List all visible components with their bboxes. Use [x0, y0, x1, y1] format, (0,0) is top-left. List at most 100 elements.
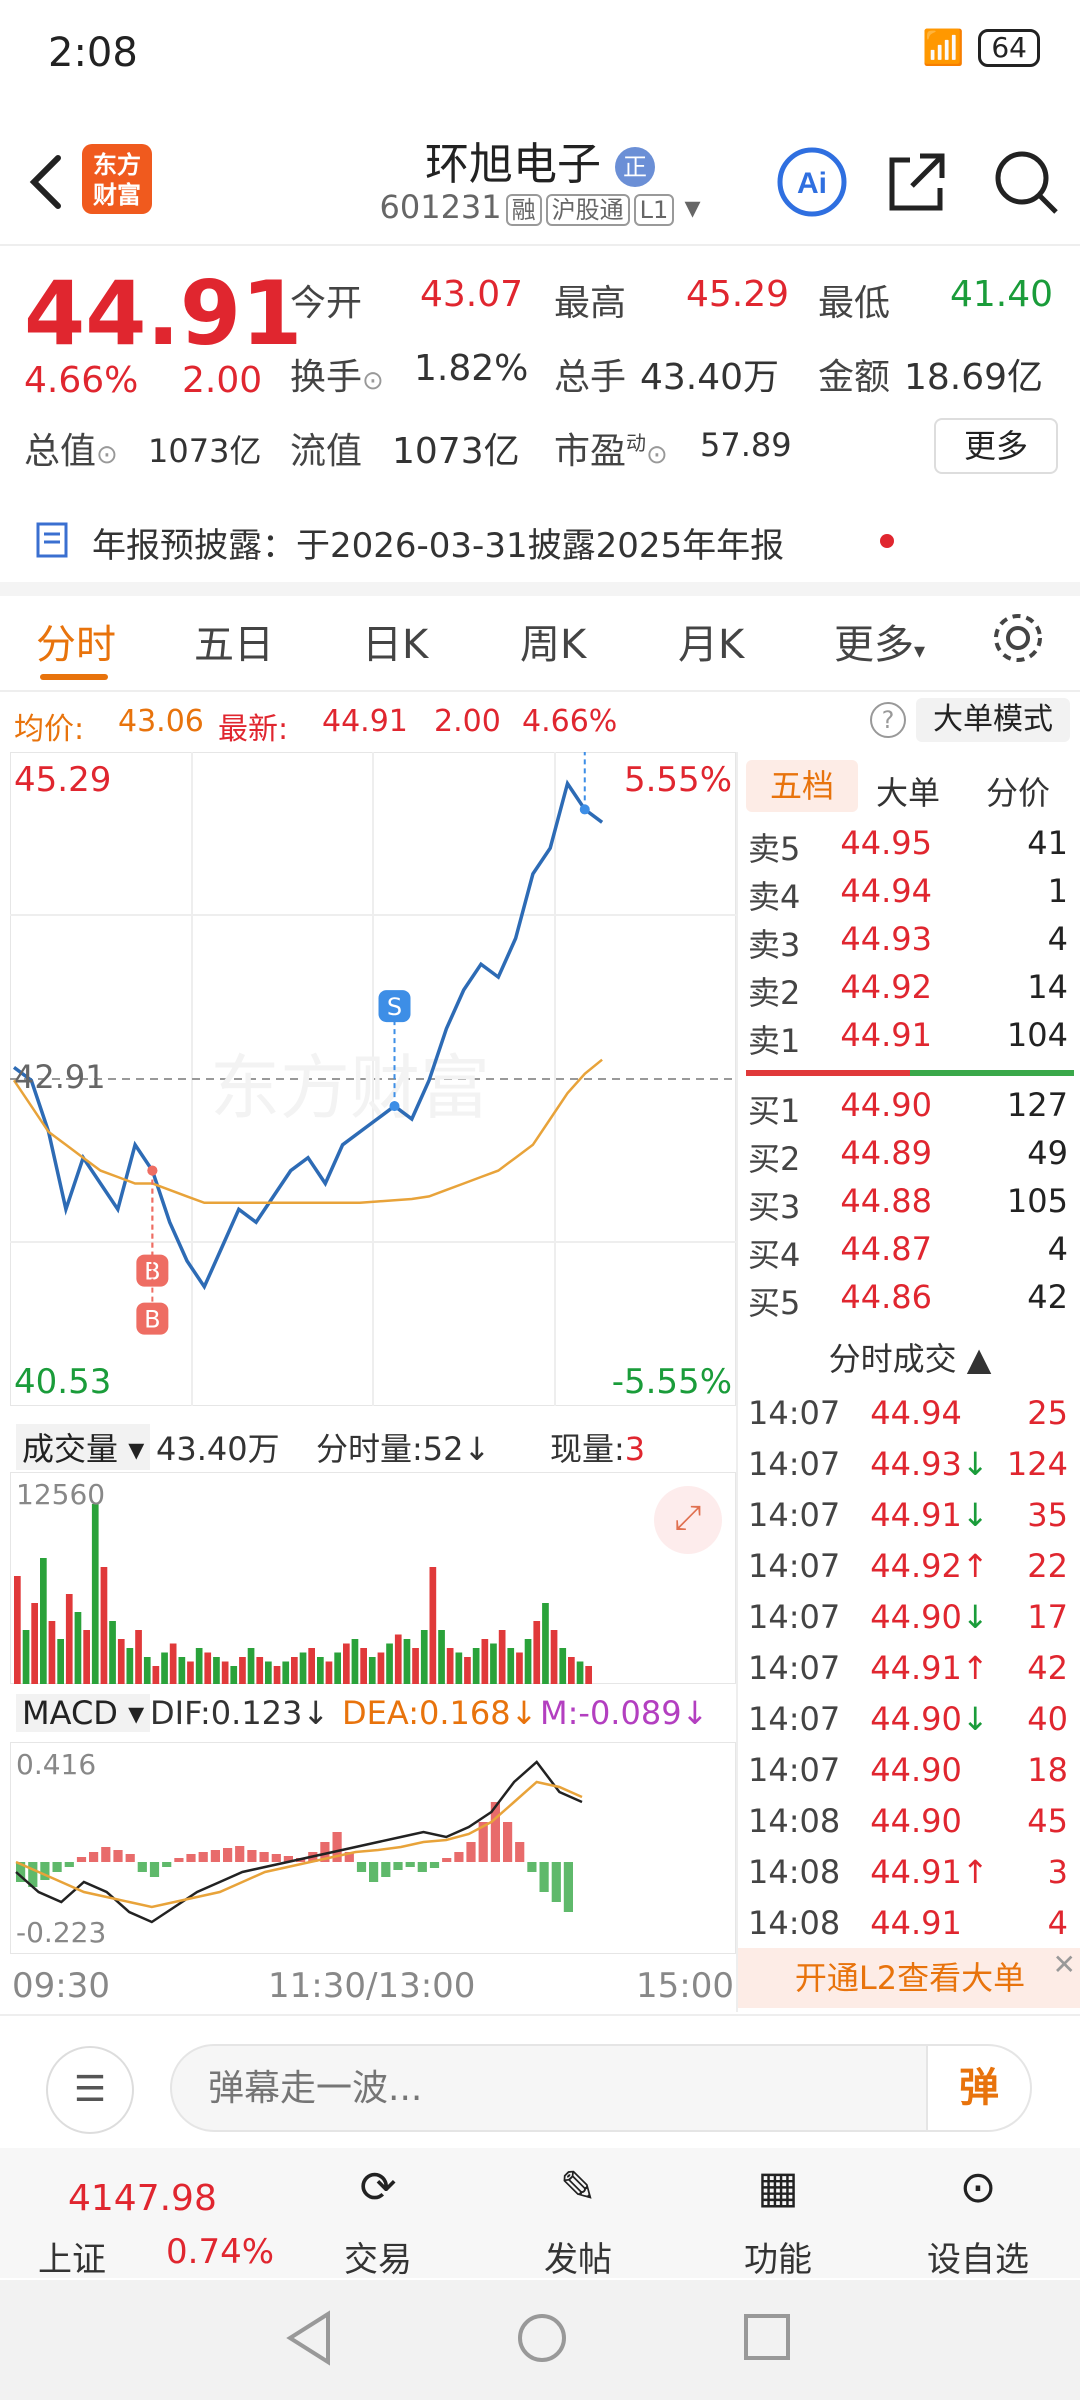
volume-bar [559, 1648, 567, 1684]
macd-bar [429, 1862, 440, 1868]
tab-intraday[interactable]: 分时 [36, 622, 116, 668]
volume-bar [299, 1652, 307, 1684]
nav-trade[interactable]: 交易 [344, 2240, 412, 2280]
big-order-mode-button[interactable]: 大单模式 [916, 698, 1070, 742]
tab-big-orders[interactable]: 大单 [876, 774, 941, 812]
volume-bar [429, 1567, 437, 1684]
row-label: 买2 [748, 1140, 801, 1178]
tab-weekly[interactable]: 周K [520, 622, 587, 668]
ask-row[interactable]: 卖3 44.93 4 [738, 920, 1078, 966]
macd-bar [198, 1852, 208, 1862]
danmu-input[interactable] [170, 2044, 928, 2132]
trade-time: 14:07 [748, 1547, 841, 1585]
more-dots-icon[interactable]: ⊙ [959, 2162, 997, 2213]
notice-bar[interactable]: 年报预披露：于2026-03-31披露2025年年报 [0, 500, 1080, 580]
volume-bar [533, 1621, 541, 1684]
nav-add-watchlist[interactable]: 设自选 [927, 2240, 1029, 2280]
ask-row[interactable]: 卖2 44.92 14 [738, 968, 1078, 1014]
l2-banner[interactable]: 开通L2查看大单 [738, 1948, 1080, 2008]
volume-bar [143, 1657, 151, 1684]
search-icon[interactable] [990, 146, 1062, 218]
volume-bar [31, 1603, 38, 1684]
volume-bar [420, 1630, 428, 1684]
settings-gear-icon[interactable] [990, 610, 1046, 666]
trade-icon[interactable]: ⟳ [359, 2162, 397, 2213]
pe-value: 57.89 [700, 426, 792, 464]
danmu-send-button[interactable]: 弹 [928, 2044, 1032, 2132]
volume-bar [446, 1648, 454, 1684]
svg-text:Ai: Ai [797, 167, 827, 200]
latest-label: 最新: [218, 712, 289, 747]
ask-row[interactable]: 卖4 44.94 1 [738, 872, 1078, 918]
trade-direction-icon: ↓ [961, 1445, 989, 1483]
bid-row[interactable]: 买5 44.86 42 [738, 1278, 1078, 1324]
x-label-close: 15:00 [636, 1966, 734, 2006]
close-banner-icon[interactable]: ✕ [1052, 1948, 1076, 1981]
ask-row[interactable]: 卖1 44.91 104 [738, 1016, 1078, 1062]
trades-title[interactable]: 分时成交 ▲ [828, 1340, 992, 1378]
system-back-icon[interactable] [282, 2308, 338, 2368]
ai-icon[interactable]: Ai [776, 146, 848, 218]
bid-row[interactable]: 买2 44.89 49 [738, 1134, 1078, 1180]
trade-qty: 40 [1027, 1700, 1068, 1738]
index-pct[interactable]: 0.74% [166, 2232, 275, 2272]
volume-bar [576, 1661, 584, 1684]
tab-price-split[interactable]: 分价 [986, 774, 1051, 812]
low-label: 最低 [818, 283, 891, 324]
tab-five-levels[interactable]: 五档 [746, 760, 858, 812]
nav-post[interactable]: 发帖 [544, 2240, 612, 2280]
index-name[interactable]: 上证 [38, 2240, 106, 2280]
bid-row[interactable]: 买3 44.88 105 [738, 1182, 1078, 1228]
functions-icon[interactable]: ▦ [757, 2162, 799, 2213]
tab-5day[interactable]: 五日 [194, 622, 274, 668]
trade-direction-icon: ↑ [961, 1853, 989, 1891]
macd-bar [405, 1862, 415, 1867]
intraday-chart[interactable]: 东方财富 SSBB 45.29 40.53 5.55% -5.55% 42.91 [9, 693, 737, 1407]
index-value[interactable]: 4147.98 [68, 2178, 217, 2219]
trade-direction-icon: ↓ [961, 1496, 989, 1534]
trade-marker-s[interactable] [378, 990, 411, 1023]
nav-functions[interactable]: 功能 [744, 2240, 812, 2280]
volume-bar [83, 1630, 90, 1684]
system-home-icon[interactable] [512, 2308, 572, 2368]
back-icon[interactable] [24, 152, 68, 212]
trade-marker-b[interactable] [136, 1302, 169, 1335]
ask-row[interactable]: 卖5 44.95 41 [738, 824, 1078, 870]
macd-indicator-select[interactable]: MACD ▾ [16, 1694, 151, 1732]
volume-bar [126, 1648, 134, 1684]
brand-logo[interactable]: 东方 财富 [82, 144, 152, 214]
help-icon[interactable]: ? [870, 702, 906, 738]
volume-indicator-select[interactable]: 成交量 ▾ [16, 1424, 151, 1470]
expand-icon[interactable]: ⤢ [654, 1486, 722, 1554]
danmu-settings-icon[interactable]: ☰ [46, 2046, 134, 2134]
tab-daily[interactable]: 日K [362, 622, 429, 668]
volume-bar [91, 1504, 99, 1684]
trade-time: 14:08 [748, 1853, 841, 1891]
volume-total: 43.40万 [156, 1430, 280, 1468]
volume-bar [109, 1621, 116, 1684]
tab-monthly[interactable]: 月K [678, 622, 745, 668]
volume-header: 成交量 ▾ 43.40万 分时量:52↓ 现量:3 [10, 1412, 736, 1472]
bid-row[interactable]: 买4 44.87 4 [738, 1230, 1078, 1276]
more-button[interactable]: 更多 [934, 418, 1058, 474]
row-label: 买1 [748, 1092, 801, 1130]
tab-more[interactable]: 更多▾ [834, 622, 926, 668]
system-recents-icon[interactable] [740, 2310, 796, 2366]
bid-row[interactable]: 买1 44.90 127 [738, 1086, 1078, 1132]
row-price: 44.90 [840, 1086, 932, 1124]
trade-price: 44.91↓ [870, 1496, 989, 1534]
signal-icon: 📶 [922, 28, 965, 68]
row-label: 卖3 [748, 926, 801, 964]
macd-bar [454, 1852, 464, 1862]
price-chart-svg: 东方财富 SSBB [9, 693, 737, 1407]
volume-bar [14, 1576, 21, 1684]
trade-row: 14:07 44.90 18 [738, 1751, 1078, 1789]
trade-qty: 22 [1027, 1547, 1068, 1585]
volume-bar [343, 1643, 350, 1684]
macd-bar [137, 1862, 147, 1872]
share-icon[interactable] [880, 146, 952, 218]
trade-price: 44.92↑ [870, 1547, 989, 1585]
macd-bar [113, 1850, 123, 1862]
comment-bar: ☰ 弹 [0, 2014, 1080, 2144]
post-icon[interactable]: ✎ [559, 2162, 597, 2213]
